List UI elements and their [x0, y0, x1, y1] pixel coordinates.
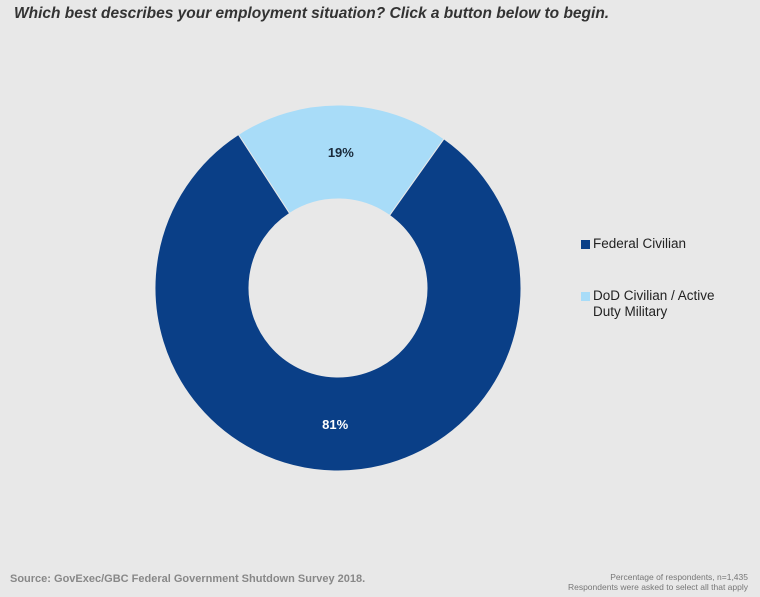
- legend-label: Federal Civilian: [593, 236, 687, 251]
- donut-slice[interactable]: [154, 133, 522, 472]
- legend-swatch: [581, 292, 590, 301]
- chart-title: Which best describes your employment sit…: [14, 5, 610, 22]
- footnote-sample: Percentage of respondents, n=1,435: [610, 572, 748, 582]
- slice-data-label: 19%: [328, 145, 354, 160]
- legend-swatch: [581, 240, 590, 249]
- source-text: Source: GovExec/GBC Federal Government S…: [10, 573, 366, 585]
- slice-data-label: 81%: [322, 417, 348, 432]
- footnote-select-all: Respondents were asked to select all tha…: [567, 582, 748, 592]
- legend-item-dod-civilian[interactable]: DoD Civilian / Active Duty Military: [581, 288, 733, 320]
- footnotes: Percentage of respondents, n=1,435 Respo…: [568, 572, 748, 592]
- legend-item-federal-civilian[interactable]: Federal Civilian: [581, 236, 733, 252]
- legend-label: DoD Civilian / Active Duty Military: [593, 288, 715, 319]
- donut-slice[interactable]: [237, 104, 445, 217]
